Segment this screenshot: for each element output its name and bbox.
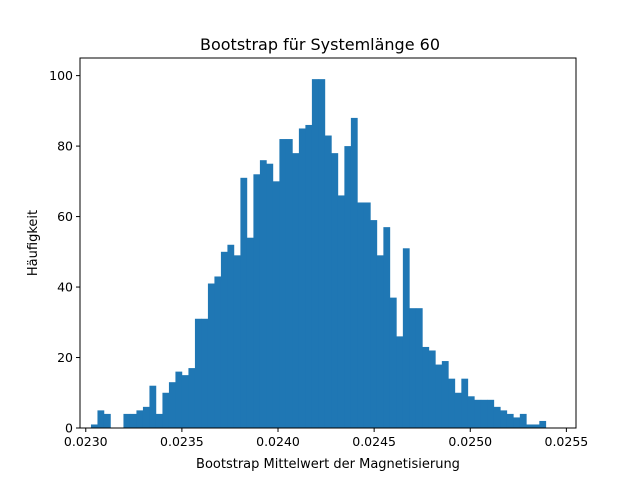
x-tick-label: 0.0240 [256,434,300,449]
histogram-bar [311,79,319,428]
histogram-bar [415,308,423,428]
x-axis-ticks: 0.0230 0.0235 0.0240 0.0245 0.0250 0.0255 [64,428,588,449]
plot-frame [79,57,577,429]
histogram-bar [201,318,209,428]
histogram-bar [454,392,462,428]
y-tick-label: 20 [57,350,73,365]
histogram-bar [389,297,397,428]
histogram-bar [396,336,404,428]
histogram-bar [175,371,183,428]
histogram-bar [253,174,261,428]
histogram-bar [298,128,306,429]
histogram-bar [500,410,508,428]
histogram-bar [246,237,254,428]
histogram-bar [474,399,482,428]
histogram-bar [519,413,527,428]
x-tick-label: 0.0255 [545,434,589,449]
histogram-bar [506,413,514,428]
histogram-bar [214,276,222,428]
histogram-bar [149,385,157,428]
histogram-bar [526,424,534,428]
histogram-bar [220,251,228,428]
histogram-bar [493,406,501,428]
histogram-bar [292,153,300,428]
histogram-bar [97,410,105,428]
histogram-bar [370,220,378,428]
histogram-bar [539,420,547,428]
histogram-bar [266,163,274,428]
histogram-bar [194,318,202,428]
y-tick-label: 100 [49,68,73,83]
histogram-bar [279,139,287,429]
histogram-bar [142,406,150,428]
x-tick-label: 0.0230 [64,434,108,449]
histogram-bar [467,396,475,428]
histogram-bar [207,283,215,428]
histogram-bar [532,424,540,428]
histogram-bar [422,346,430,428]
histogram-bar [402,248,410,428]
histogram-bar [123,413,131,428]
x-axis-label: Bootstrap Mittelwert der Magnetisierung [196,457,460,472]
histogram-bar [168,382,176,428]
x-tick-label: 0.0250 [448,434,492,449]
histogram-bar [227,244,235,428]
histogram-bar [448,378,456,428]
histogram-bar [240,177,248,428]
histogram-bar [129,413,137,428]
histogram-bar [337,195,345,428]
histogram-bar [331,153,339,428]
x-tick-label: 0.0245 [352,434,396,449]
y-axis-label: Häufigkeit [26,210,41,276]
histogram-bar [487,399,495,428]
histogram-bar [409,308,417,428]
histogram-bar [188,368,196,428]
histogram-bar [318,79,326,428]
histogram-bar [162,392,170,428]
y-tick-label: 60 [57,209,73,224]
histogram-bar [324,135,332,428]
histogram-bars [90,79,547,429]
histogram-bar [350,117,358,429]
histogram-bar [90,424,98,428]
histogram-bar [181,375,189,428]
histogram-bar [136,410,144,428]
histogram-bar [305,124,313,428]
histogram-bar [376,255,384,428]
y-tick-label: 0 [65,421,73,436]
histogram-bar [513,417,521,428]
histogram-bar [285,139,293,429]
histogram-bar [272,181,280,428]
histogram-bar [259,160,267,428]
histogram-bar [344,146,352,428]
histogram-bar [435,364,443,428]
x-tick-label: 0.0235 [160,434,204,449]
histogram-bar [441,361,449,428]
histogram-bar [461,378,469,428]
histogram-bar [103,413,111,428]
histogram-bar [233,255,241,428]
chart-title: Bootstrap für Systemlänge 60 [200,35,440,54]
histogram-bar [363,202,371,428]
y-tick-label: 80 [57,139,73,154]
y-axis-ticks: 0 20 40 60 80 100 [49,68,80,436]
histogram-bar [155,413,163,428]
histogram-bar [480,399,488,428]
histogram-bar [357,202,365,428]
histogram-bar [428,350,436,428]
histogram-bar [383,227,391,428]
y-tick-label: 40 [57,280,73,295]
